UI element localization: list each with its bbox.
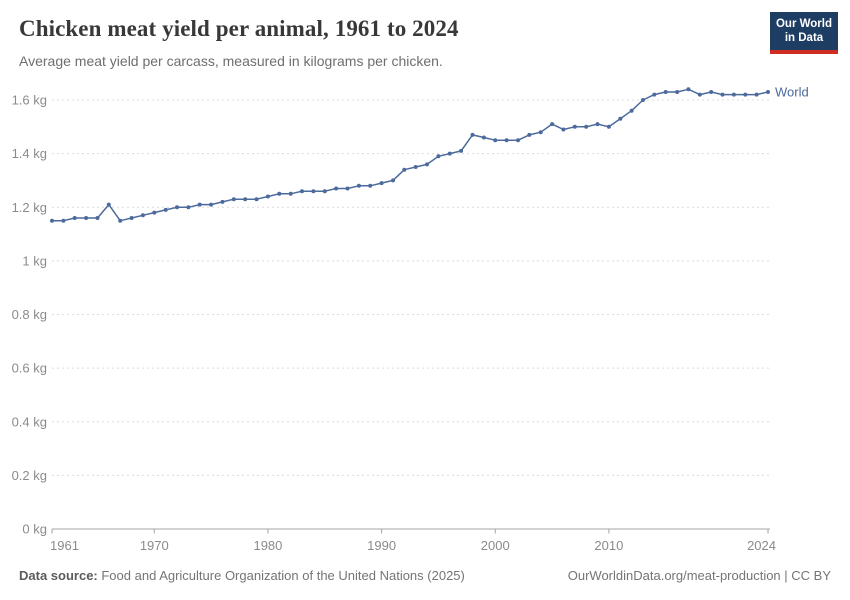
data-point <box>300 189 304 194</box>
data-source-label: Data source: <box>19 568 98 583</box>
y-tick-label: 0.4 kg <box>12 414 47 429</box>
chart-footer: Data source: Food and Agriculture Organi… <box>19 568 831 583</box>
data-point <box>220 199 225 204</box>
data-point <box>766 90 770 94</box>
data-point <box>504 138 509 143</box>
owid-logo-line1: Our World <box>775 18 832 30</box>
data-source-text: Food and Agriculture Organization of the… <box>97 568 465 583</box>
data-point <box>95 216 100 220</box>
y-tick-label: 0.2 kg <box>12 468 47 483</box>
data-point <box>720 92 725 97</box>
data-point <box>265 194 270 199</box>
data-point <box>118 218 123 223</box>
data-point <box>84 216 89 220</box>
data-point <box>572 124 577 129</box>
data-point <box>61 218 66 223</box>
data-point <box>334 186 339 191</box>
y-tick-label: 1.6 kg <box>12 93 47 108</box>
page-title: Chicken meat yield per animal, 1961 to 2… <box>19 16 459 41</box>
data-point <box>72 216 77 220</box>
data-point <box>391 178 395 183</box>
data-point <box>743 92 748 97</box>
data-point <box>209 202 214 207</box>
owid-logo: Our World in Data <box>770 12 838 54</box>
data-point <box>425 162 429 167</box>
x-tick-label: 1980 <box>253 538 282 553</box>
trend-line <box>51 88 769 222</box>
data-point <box>709 90 714 94</box>
y-tick-label: 1 kg <box>22 253 47 268</box>
data-point <box>288 191 293 196</box>
owid-logo-line2: in Data <box>784 32 824 44</box>
data-point <box>254 197 259 202</box>
data-point <box>629 108 634 113</box>
x-tick-label: 2000 <box>481 538 510 553</box>
data-point <box>459 148 464 153</box>
y-tick-label: 1.4 kg <box>12 146 47 161</box>
data-point <box>493 138 498 143</box>
data-point <box>129 216 134 220</box>
data-point <box>697 92 702 97</box>
data-point <box>516 138 520 143</box>
data-point <box>356 183 361 188</box>
series-end-label: World <box>775 84 809 99</box>
x-tick-label: 2024 <box>747 538 776 553</box>
data-point <box>368 183 373 188</box>
data-point <box>618 116 623 121</box>
x-tick-label: 1961 <box>50 538 79 553</box>
data-point <box>663 90 668 94</box>
data-point <box>641 98 645 102</box>
data-point <box>152 210 157 215</box>
y-tick-label: 0 kg <box>22 522 47 537</box>
citation-link: OurWorldinData.org/meat-production | CC … <box>567 568 831 583</box>
data-point <box>561 127 566 132</box>
data-point <box>413 165 418 169</box>
data-point <box>584 124 589 129</box>
data-point <box>527 132 532 137</box>
data-point <box>186 205 191 210</box>
data-point <box>379 181 384 186</box>
data-point <box>311 189 316 194</box>
y-tick-label: 0.6 kg <box>12 361 47 376</box>
data-point <box>436 154 441 159</box>
data-point <box>106 202 111 207</box>
x-tick-label: 2010 <box>594 538 623 553</box>
data-point <box>50 218 54 223</box>
data-point <box>652 92 657 97</box>
data-point <box>140 213 145 218</box>
data-point <box>175 205 179 210</box>
data-point <box>731 92 736 97</box>
data-point <box>550 122 555 127</box>
data-point <box>345 186 350 191</box>
data-source: Data source: Food and Agriculture Organi… <box>19 568 465 583</box>
x-tick-label: 1970 <box>140 538 169 553</box>
data-point <box>447 151 452 156</box>
data-point <box>606 124 611 129</box>
data-point <box>197 202 202 207</box>
data-point <box>595 122 600 127</box>
x-tick-label: 1990 <box>367 538 396 553</box>
data-point <box>481 135 486 140</box>
data-point <box>402 167 407 172</box>
data-point <box>243 197 248 202</box>
data-point <box>322 189 327 194</box>
data-point <box>686 87 691 92</box>
data-point <box>675 90 680 94</box>
data-point <box>231 197 236 202</box>
data-point <box>163 207 168 212</box>
page-subtitle: Average meat yield per carcass, measured… <box>19 53 443 69</box>
data-point <box>538 130 543 135</box>
y-tick-label: 1.2 kg <box>12 200 47 215</box>
data-point <box>470 132 475 137</box>
y-tick-label: 0.8 kg <box>12 307 47 322</box>
data-point <box>277 191 282 196</box>
data-point <box>754 92 759 97</box>
